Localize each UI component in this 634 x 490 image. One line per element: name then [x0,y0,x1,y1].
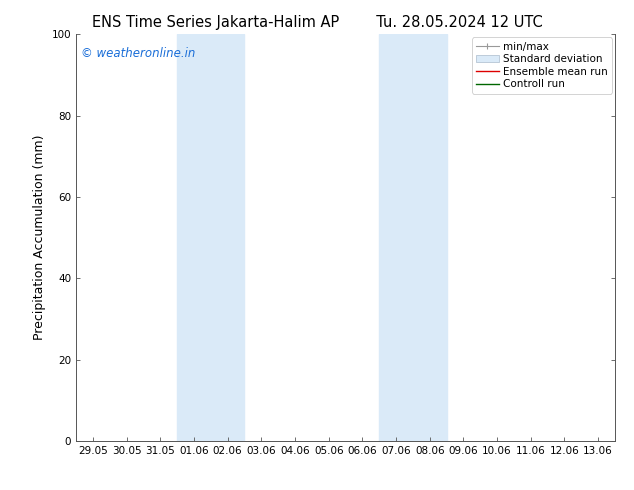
Text: © weatheronline.in: © weatheronline.in [81,47,196,59]
Bar [379,34,446,441]
Bar [177,34,245,441]
Text: ENS Time Series Jakarta-Halim AP        Tu. 28.05.2024 12 UTC: ENS Time Series Jakarta-Halim AP Tu. 28.… [92,15,542,30]
Legend: min/max, Standard deviation, Ensemble mean run, Controll run: min/max, Standard deviation, Ensemble me… [472,37,612,94]
Y-axis label: Precipitation Accumulation (mm): Precipitation Accumulation (mm) [33,135,46,341]
